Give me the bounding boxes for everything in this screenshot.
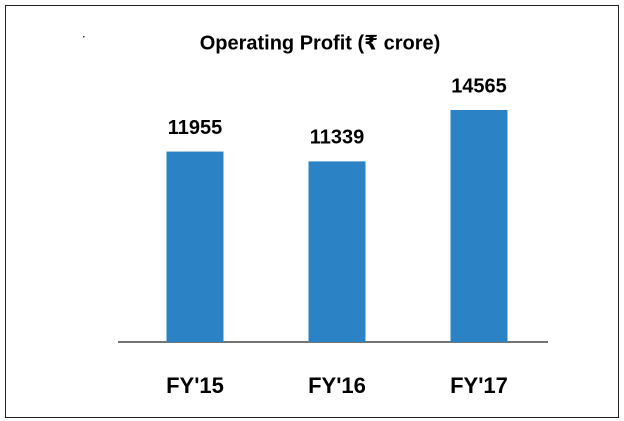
x-tick-label: FY'15 [166, 373, 224, 398]
value-label: 14565 [451, 75, 507, 97]
x-tick-label: FY'16 [308, 373, 366, 398]
x-tick-label: FY'17 [450, 373, 508, 398]
bar [166, 151, 224, 342]
bar [308, 161, 366, 342]
bar [450, 110, 508, 342]
value-label: 11339 [310, 127, 365, 149]
chart-title: Operating Profit (₹ crore) [200, 32, 441, 54]
dot [83, 36, 85, 38]
value-label: 11955 [168, 117, 223, 139]
